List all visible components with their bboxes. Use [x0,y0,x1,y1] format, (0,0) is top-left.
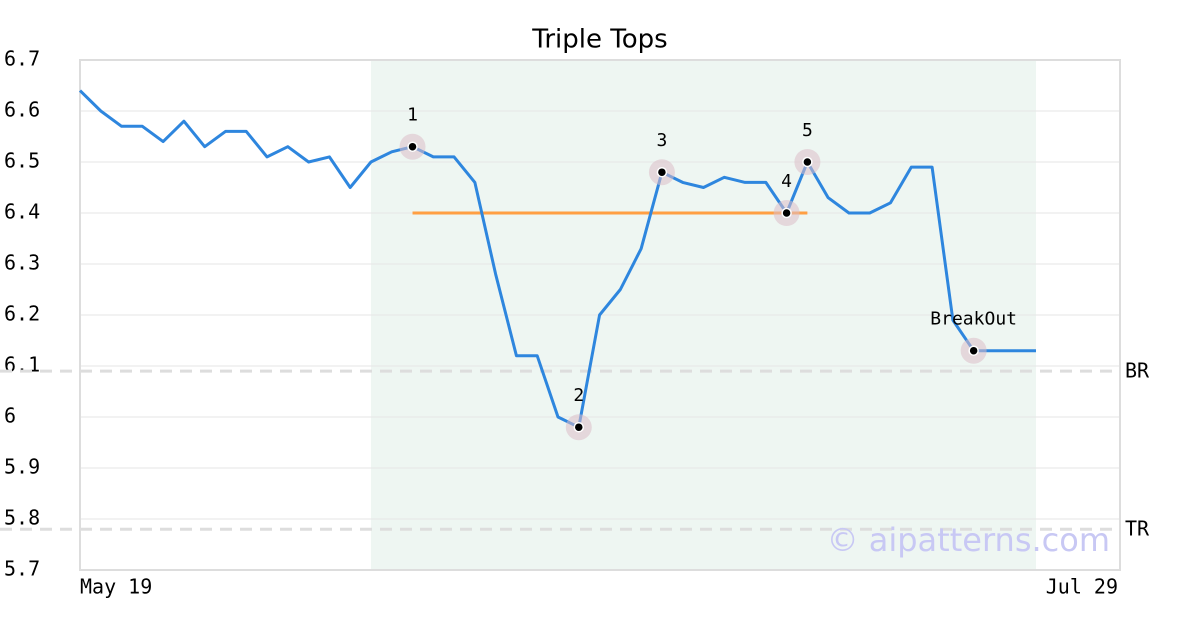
pivot-point [781,207,792,219]
pivot-point [573,421,585,433]
pivot-point [802,156,813,168]
y-tick-label: 6 [4,404,16,428]
x-tick-label: Jul 29 [1046,575,1118,599]
pivot-point [656,166,668,178]
y-tick-label: 5.7 [4,557,40,581]
y-tick-label: 5.9 [4,455,40,479]
y-tick-label: 6.1 [4,353,40,377]
x-tick-label: May 19 [80,575,152,599]
y-tick-label: 6.3 [4,251,40,275]
chart-title: Triple Tops [531,25,667,55]
watermark: © aipatterns.com [827,521,1110,559]
pivot-point [968,345,979,356]
plot-border [79,59,1121,571]
pivot-label: 2 [573,385,584,406]
pivot-label: BreakOut [930,309,1017,330]
level-label: TR [1125,517,1150,541]
pivot-label: 5 [802,120,813,141]
y-tick-label: 6.5 [4,149,40,173]
y-tick-label: 6.6 [4,98,40,122]
y-tick-label: 6.4 [4,200,40,224]
y-tick-label: 6.7 [4,47,40,71]
pivot-label: 1 [407,105,418,126]
y-tick-label: 5.8 [4,506,40,530]
y-tick-label: 6.2 [4,302,40,326]
pivot-label: 3 [656,130,667,151]
pivot-label: 4 [781,171,792,192]
pivot-point [407,141,418,152]
price-line [78,89,1036,429]
level-label: BR [1125,359,1150,383]
